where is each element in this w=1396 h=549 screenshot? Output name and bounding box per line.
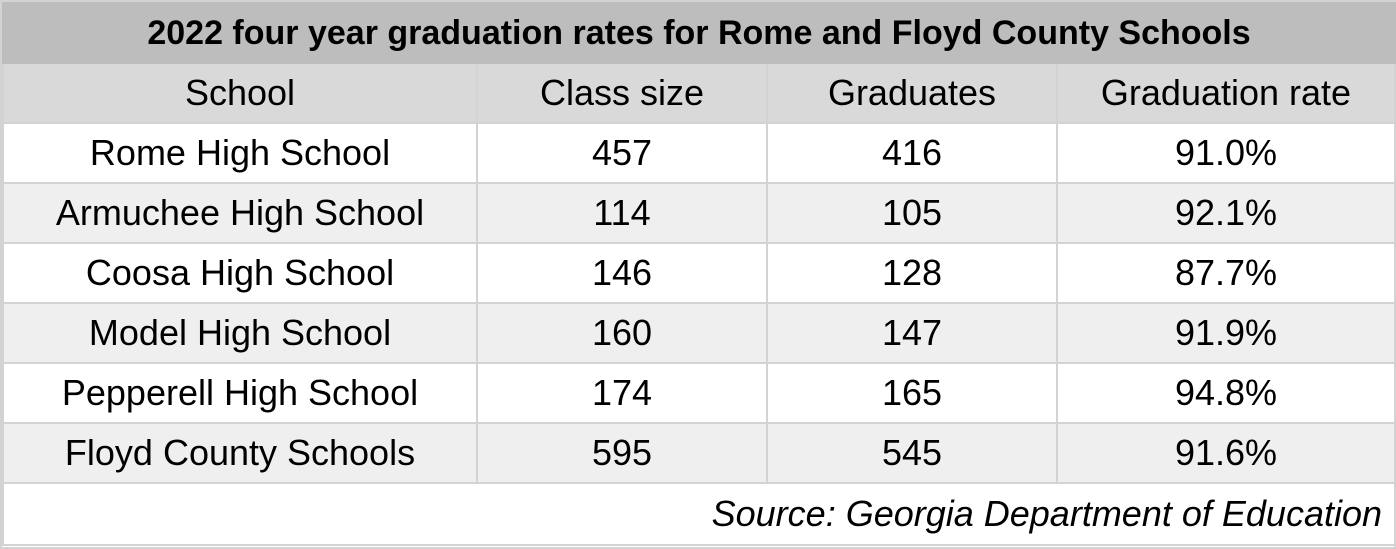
cell-graduation-rate: 91.0%: [1055, 122, 1396, 184]
table-row: Coosa High School 146 128 87.7%: [2, 242, 1396, 304]
table-title: 2022 four year graduation rates for Rome…: [1, 2, 1396, 64]
cell-class-size: 146: [476, 242, 768, 304]
cell-school: Pepperell High School: [2, 362, 478, 424]
cell-graduation-rate: 87.7%: [1055, 242, 1396, 304]
cell-school: Rome High School: [2, 122, 478, 184]
table-row: Floyd County Schools 595 545 91.6%: [2, 422, 1396, 484]
table-title-row: 2022 four year graduation rates for Rome…: [1, 2, 1396, 64]
cell-class-size: 174: [476, 362, 768, 424]
source-row: Source: Georgia Department of Education: [1, 482, 1396, 546]
table-row: Model High School 160 147 91.9%: [2, 302, 1396, 364]
cell-graduates: 128: [766, 242, 1058, 304]
cell-graduation-rate: 91.6%: [1055, 422, 1396, 484]
table-row: Armuchee High School 114 105 92.1%: [2, 182, 1396, 244]
cell-class-size: 457: [476, 122, 768, 184]
cell-school: Coosa High School: [2, 242, 478, 304]
table-row: Rome High School 457 416 91.0%: [2, 122, 1396, 184]
cell-school: Model High School: [2, 302, 478, 364]
cell-graduates: 416: [766, 122, 1058, 184]
source-note: Source: Georgia Department of Education: [1, 482, 1396, 546]
column-header-school: School: [2, 62, 478, 124]
cell-school: Armuchee High School: [2, 182, 478, 244]
column-header-class-size: Class size: [476, 62, 768, 124]
cell-graduates: 147: [766, 302, 1058, 364]
cell-class-size: 114: [476, 182, 768, 244]
cell-graduation-rate: 92.1%: [1055, 182, 1396, 244]
table-row: Pepperell High School 174 165 94.8%: [2, 362, 1396, 424]
cell-graduates: 165: [766, 362, 1058, 424]
column-header-graduation-rate: Graduation rate: [1055, 62, 1396, 124]
column-header-row: School Class size Graduates Graduation r…: [2, 62, 1396, 124]
cell-class-size: 595: [476, 422, 768, 484]
cell-school: Floyd County Schools: [2, 422, 478, 484]
cell-graduates: 105: [766, 182, 1058, 244]
cell-graduation-rate: 91.9%: [1055, 302, 1396, 364]
column-header-graduates: Graduates: [766, 62, 1058, 124]
cell-class-size: 160: [476, 302, 768, 364]
cell-graduates: 545: [766, 422, 1058, 484]
cell-graduation-rate: 94.8%: [1055, 362, 1396, 424]
